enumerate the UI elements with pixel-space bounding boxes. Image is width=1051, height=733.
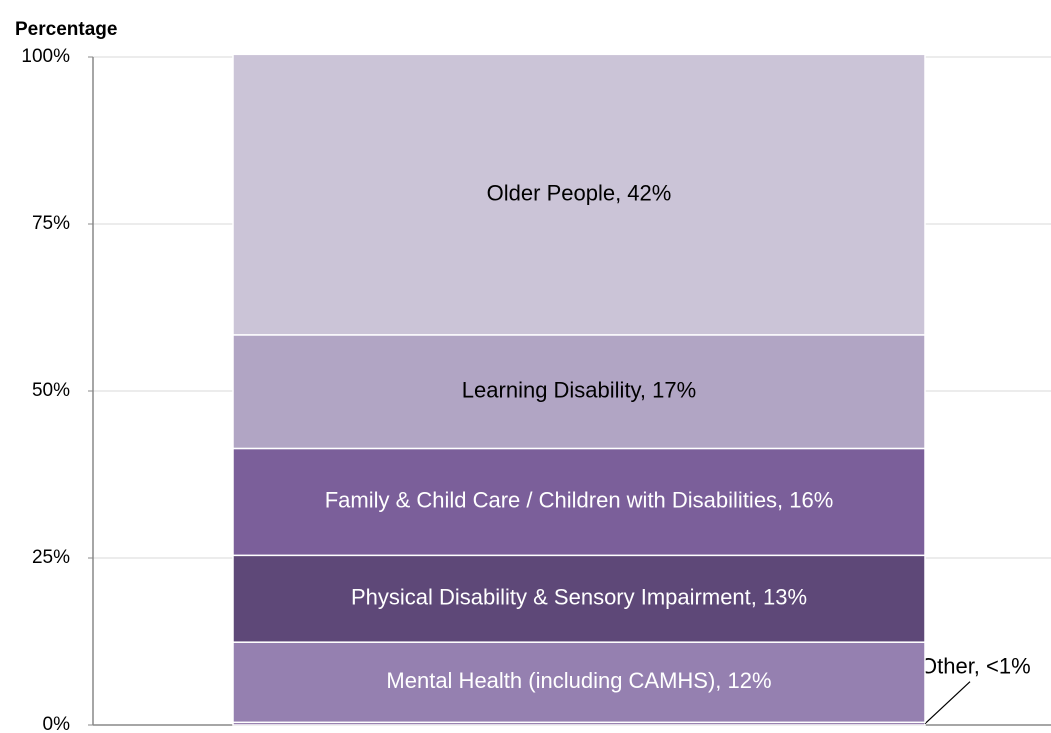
segment-label: Older People, 42% xyxy=(487,180,672,205)
y-tick-label: 25% xyxy=(32,547,70,568)
leader-line xyxy=(924,681,971,725)
segment-label: Physical Disability & Sensory Impairment… xyxy=(351,585,807,610)
segment-label: Mental Health (including CAMHS), 12% xyxy=(386,668,771,693)
segment-label: Other, <1% xyxy=(920,653,1031,678)
y-tick-label: 50% xyxy=(32,380,70,401)
segment-label: Family & Child Care / Children with Disa… xyxy=(325,488,834,513)
y-tick-label: 0% xyxy=(43,714,71,733)
segment-label: Learning Disability, 17% xyxy=(462,377,696,402)
y-tick-label: 100% xyxy=(21,46,70,67)
y-axis-label: Percentage xyxy=(15,19,117,40)
bar-segment xyxy=(232,53,926,336)
y-tick-label: 75% xyxy=(32,213,70,234)
